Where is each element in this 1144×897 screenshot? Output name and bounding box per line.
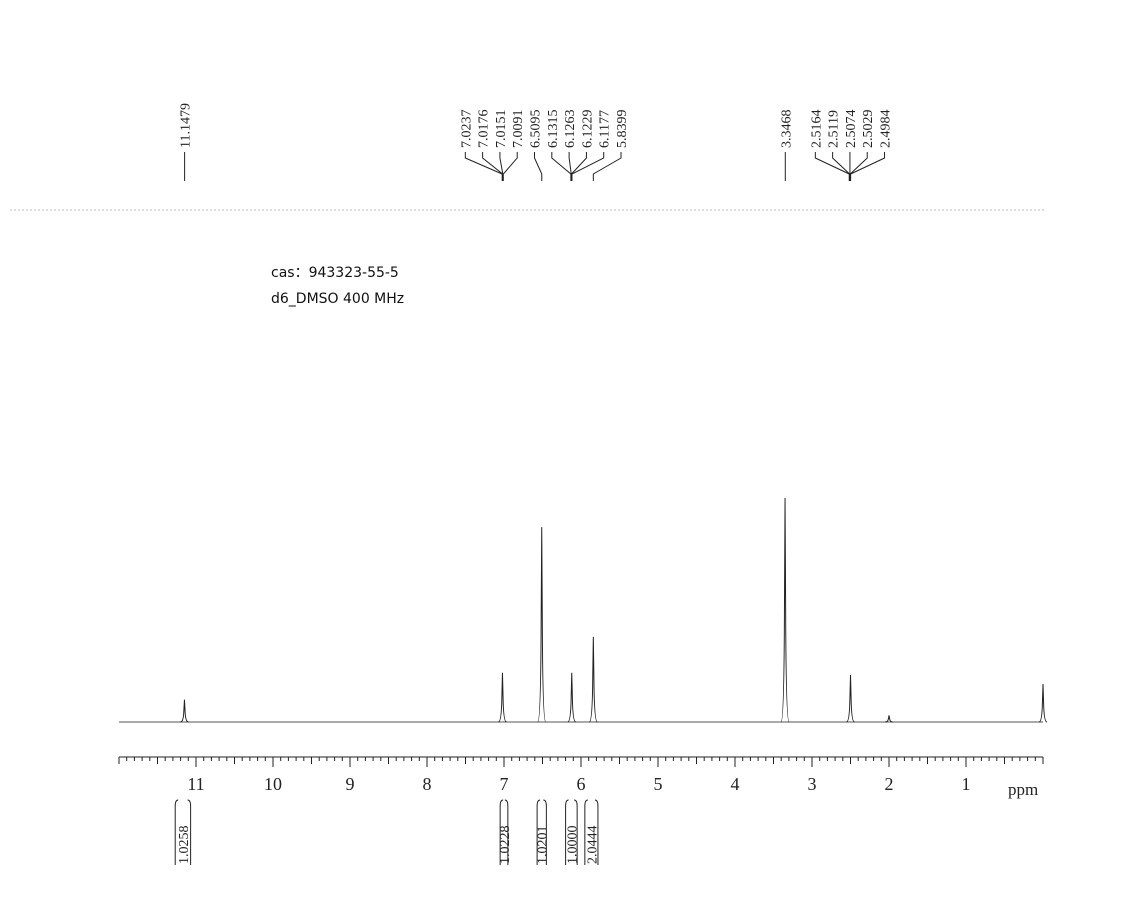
peak-leg xyxy=(571,152,605,181)
peak-leg xyxy=(499,152,504,181)
peak-leg xyxy=(850,152,886,181)
peak-leg xyxy=(849,152,868,181)
annotation: d6_DMSO 400 MHz xyxy=(271,291,404,307)
peak-leg xyxy=(464,152,503,181)
x-tick-label: 10 xyxy=(264,774,282,794)
peak-label: 2.5029 xyxy=(861,110,876,149)
peak-label: 3.3468 xyxy=(779,110,794,149)
peak xyxy=(588,636,598,723)
peak-label: 7.0237 xyxy=(459,110,474,149)
annotation: cas：943323-55-5 xyxy=(271,265,399,281)
peak xyxy=(884,715,894,723)
peak-leg xyxy=(592,152,622,181)
peak-label: 5.8399 xyxy=(615,110,630,149)
peak-label: 2.4984 xyxy=(879,110,894,149)
integral-bracket xyxy=(584,799,599,865)
integral-label: 1.0258 xyxy=(177,826,192,865)
x-tick-label: 3 xyxy=(808,774,817,794)
peak-label: 6.1177 xyxy=(598,110,613,148)
peak-leg xyxy=(502,152,518,181)
x-tick-label: 6 xyxy=(577,774,586,794)
peak-label: 2.5074 xyxy=(844,110,859,149)
peak xyxy=(567,672,576,723)
peak xyxy=(498,672,507,723)
peak-label: 6.1315 xyxy=(546,110,561,149)
x-tick-label: 7 xyxy=(500,774,509,794)
peak-leg xyxy=(551,152,572,181)
peak xyxy=(180,699,189,723)
peak-label: 6.1263 xyxy=(563,110,578,149)
peak-label: 6.5095 xyxy=(529,110,544,149)
peak-leg xyxy=(832,152,851,181)
x-axis-label: ppm xyxy=(1008,780,1038,799)
integral-bracket xyxy=(174,799,192,865)
x-tick-label: 9 xyxy=(346,774,355,794)
x-tick-label: 5 xyxy=(654,774,663,794)
peak xyxy=(537,527,547,723)
integral-label: 2.0444 xyxy=(585,826,600,865)
x-tick-label: 1 xyxy=(962,774,971,794)
x-tick-label: 4 xyxy=(731,774,740,794)
peak xyxy=(846,674,855,723)
peak-label: 7.0151 xyxy=(494,110,509,149)
integral-bracket xyxy=(499,799,509,865)
peak-label: 7.0176 xyxy=(477,110,492,148)
x-tick-label: 8 xyxy=(423,774,432,794)
peak-label: 2.5164 xyxy=(809,110,824,149)
integral-bracket xyxy=(536,799,547,865)
peak xyxy=(1038,683,1048,723)
x-tick-label: 11 xyxy=(187,774,204,794)
peak-label: 11.1479 xyxy=(179,103,194,148)
peak-label: 2.5119 xyxy=(827,110,842,148)
peak xyxy=(780,497,790,723)
peak-label: 7.0091 xyxy=(511,110,526,149)
integral-label: 1.0201 xyxy=(536,826,551,865)
integral-label: 1.0000 xyxy=(565,826,580,865)
integral-label: 1.0228 xyxy=(498,826,513,865)
integral-bracket xyxy=(565,799,578,865)
x-tick-label: 2 xyxy=(885,774,894,794)
peak-label: 6.1229 xyxy=(580,110,595,149)
peak-leg xyxy=(568,152,572,181)
peak-leg xyxy=(534,152,543,181)
peak-leg xyxy=(571,152,587,181)
